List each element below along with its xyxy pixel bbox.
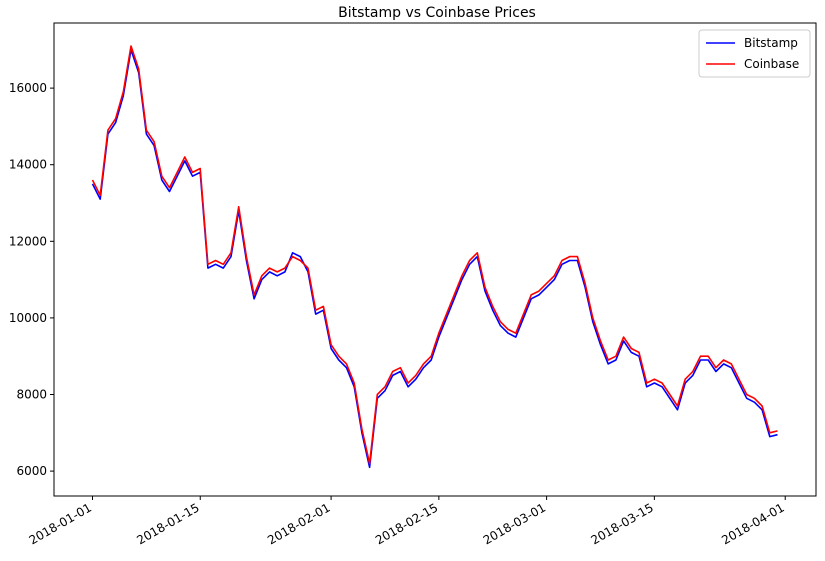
y-tick-label: 6000 bbox=[16, 464, 47, 478]
y-tick-label: 14000 bbox=[9, 158, 47, 172]
y-tick-label: 12000 bbox=[9, 234, 47, 248]
plot-series bbox=[91, 45, 778, 469]
plot-frame bbox=[53, 22, 817, 497]
y-tick-label: 16000 bbox=[9, 81, 47, 95]
legend: Bitstamp Coinbase bbox=[698, 29, 811, 78]
chart-title: Bitstamp vs Coinbase Prices bbox=[338, 5, 536, 21]
series-line-coinbase bbox=[91, 45, 778, 465]
y-tick-label: 8000 bbox=[16, 388, 47, 402]
legend-label-bitstamp: Bitstamp bbox=[744, 36, 798, 50]
legend-box bbox=[698, 29, 811, 78]
y-tick-label: 10000 bbox=[9, 311, 47, 325]
y-axis: 6000 8000 10000 12000 14000 16000 bbox=[9, 81, 54, 478]
legend-label-coinbase: Coinbase bbox=[744, 57, 799, 71]
